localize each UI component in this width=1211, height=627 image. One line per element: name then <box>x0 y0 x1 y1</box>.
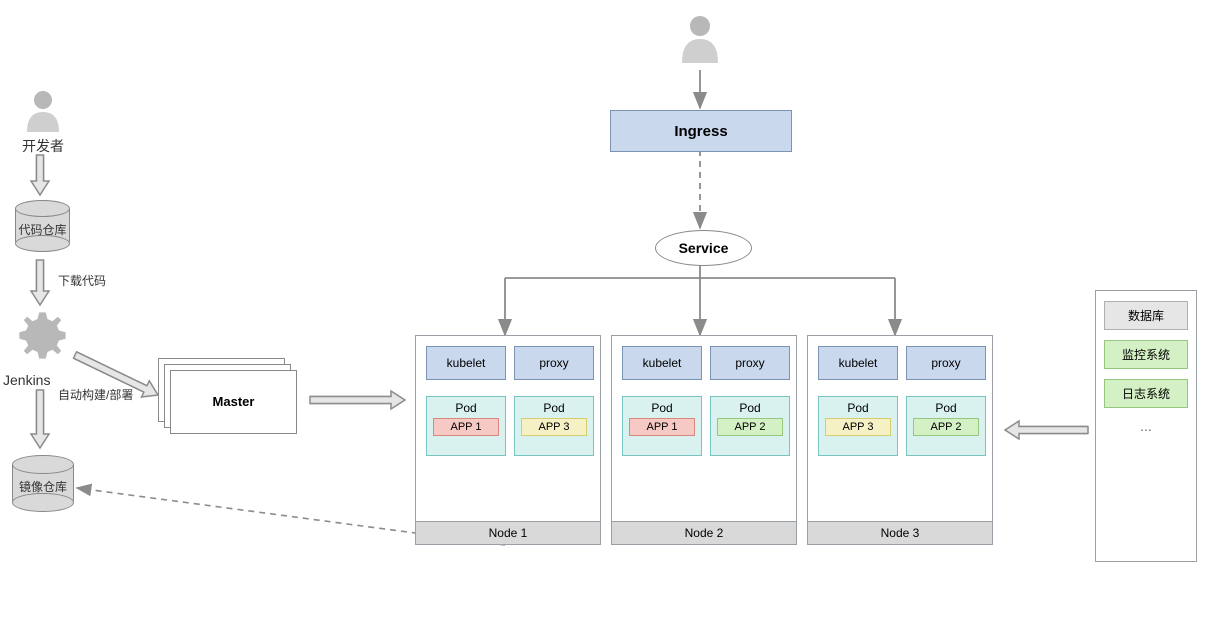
kubelet-box: kubelet <box>426 346 506 380</box>
proxy-box: proxy <box>710 346 790 380</box>
pod-title: Pod <box>907 397 985 415</box>
developer-label: 开发者 <box>22 136 64 156</box>
pod-title: Pod <box>515 397 593 415</box>
proxy-box: proxy <box>906 346 986 380</box>
app-box: APP 3 <box>825 418 891 436</box>
pod-box: Pod APP 3 <box>818 396 898 456</box>
node-footer: Node 2 <box>612 521 796 544</box>
node-footer: Node 1 <box>416 521 600 544</box>
pod-title: Pod <box>427 397 505 415</box>
app-box: APP 1 <box>433 418 499 436</box>
ingress-label: Ingress <box>674 123 727 140</box>
kubelet-box: kubelet <box>622 346 702 380</box>
proxy-box: proxy <box>514 346 594 380</box>
pod-title: Pod <box>623 397 701 415</box>
pod-box: Pod APP 3 <box>514 396 594 456</box>
master-stack: Master <box>158 358 295 432</box>
side-item: 数据库 <box>1104 301 1188 330</box>
node-box: kubelet proxy Pod APP 3 Pod APP 2 Node 3 <box>807 335 993 545</box>
node-footer: Node 3 <box>808 521 992 544</box>
side-item: 日志系统 <box>1104 379 1188 408</box>
app-box: APP 2 <box>913 418 979 436</box>
pod-title: Pod <box>819 397 897 415</box>
node-box: kubelet proxy Pod APP 1 Pod APP 3 Node 1 <box>415 335 601 545</box>
service-label: Service <box>679 240 729 256</box>
image-repo-cylinder: 镜像仓库 <box>12 455 74 510</box>
ingress-box: Ingress <box>610 110 792 152</box>
app-box: APP 2 <box>717 418 783 436</box>
app-box: APP 1 <box>629 418 695 436</box>
pod-box: Pod APP 2 <box>906 396 986 456</box>
side-panel: 数据库监控系统日志系统... <box>1095 290 1197 562</box>
pod-box: Pod APP 2 <box>710 396 790 456</box>
kubelet-box: kubelet <box>818 346 898 380</box>
app-box: APP 3 <box>521 418 587 436</box>
auto-build-deploy-label: 自动构建/部署 <box>58 386 133 403</box>
pod-title: Pod <box>711 397 789 415</box>
side-more: ... <box>1096 418 1196 434</box>
nodes-region: kubelet proxy Pod APP 1 Pod APP 3 Node 1… <box>415 335 995 545</box>
pod-box: Pod APP 1 <box>426 396 506 456</box>
jenkins-label: Jenkins <box>3 372 50 388</box>
code-repo-cylinder: 代码仓库 <box>15 200 70 250</box>
user-person-icon <box>680 15 720 63</box>
pod-box: Pod APP 1 <box>622 396 702 456</box>
jenkins-gear-icon <box>15 308 70 363</box>
download-code-label: 下载代码 <box>58 272 106 289</box>
developer-person-icon <box>25 90 61 132</box>
side-item: 监控系统 <box>1104 340 1188 369</box>
service-box: Service <box>655 230 752 266</box>
node-box: kubelet proxy Pod APP 1 Pod APP 2 Node 2 <box>611 335 797 545</box>
